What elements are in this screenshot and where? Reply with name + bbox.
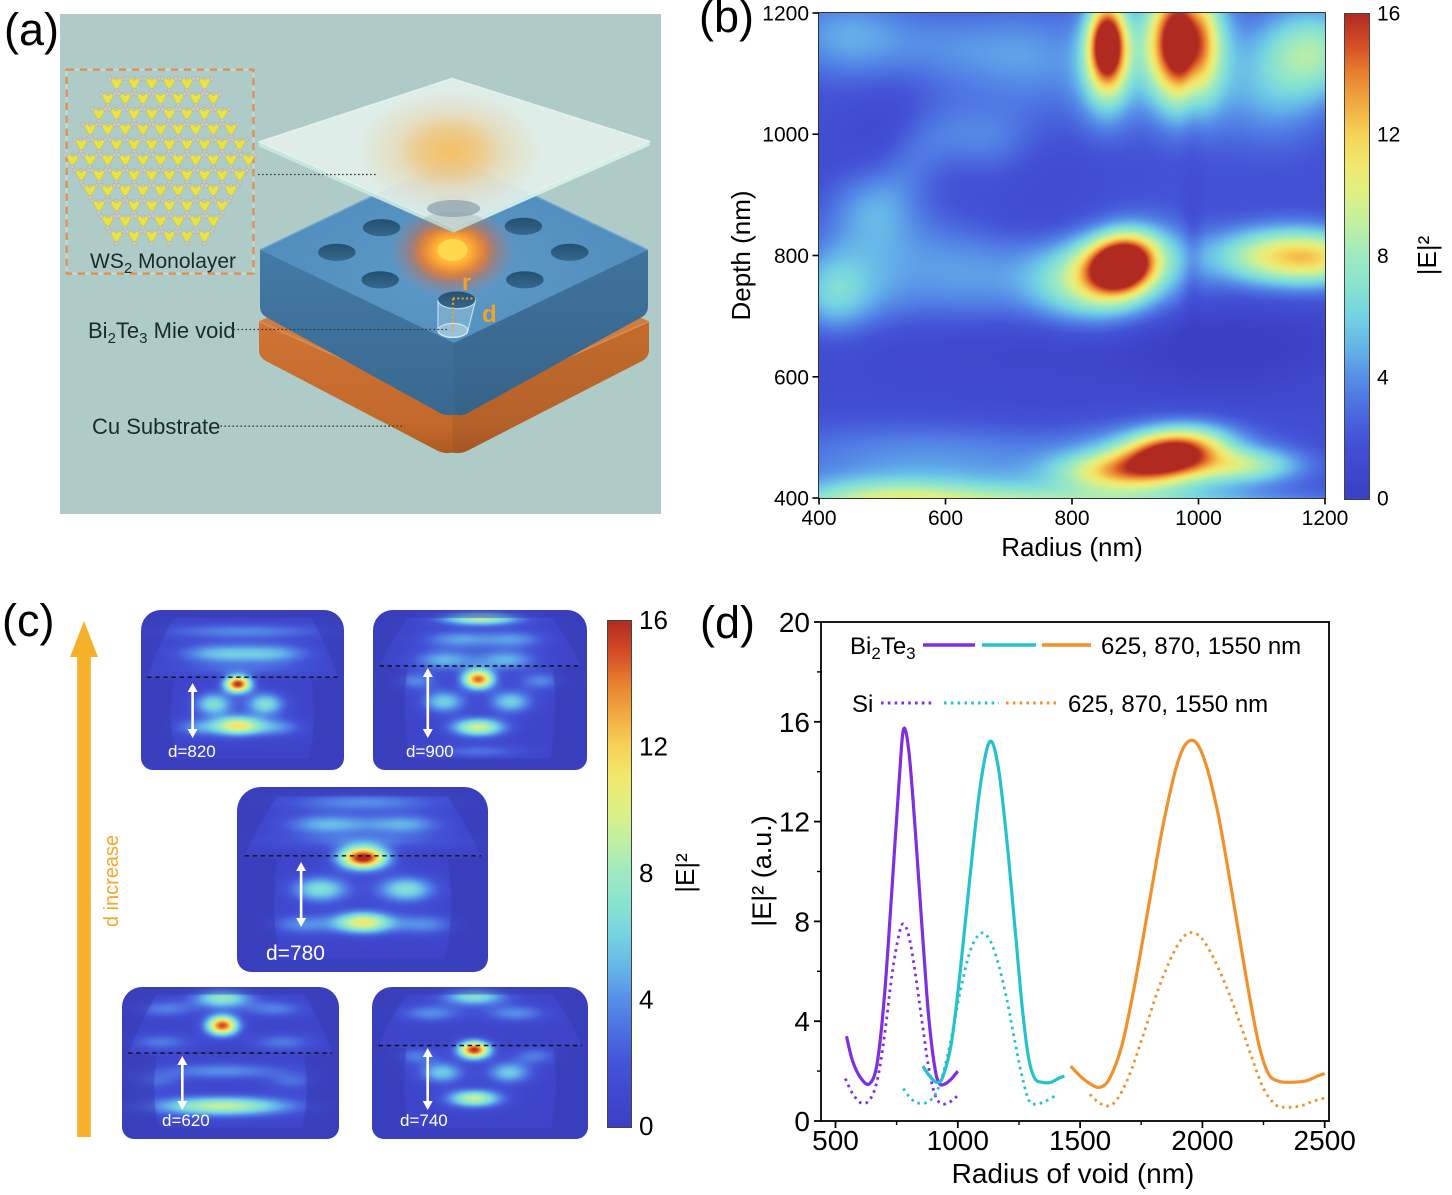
svg-text:(a): (a) [4, 4, 59, 55]
svg-text:r: r [462, 269, 471, 295]
svg-text:600: 600 [928, 507, 963, 530]
svg-text:1000: 1000 [762, 124, 809, 147]
svg-text:0: 0 [1377, 488, 1389, 511]
svg-text:8: 8 [794, 906, 810, 937]
svg-text:(c): (c) [2, 595, 54, 646]
svg-text:Cu Substrate: Cu Substrate [92, 414, 220, 439]
svg-text:2000: 2000 [1171, 1125, 1233, 1156]
svg-text:d increase: d increase [101, 835, 123, 927]
svg-text:1000: 1000 [1175, 507, 1222, 530]
svg-text:4: 4 [639, 985, 653, 1015]
svg-text:Radius (nm): Radius (nm) [1001, 532, 1143, 562]
svg-text:16: 16 [1377, 3, 1400, 26]
svg-text:0: 0 [639, 1111, 653, 1141]
svg-text:|E|² (a.u.): |E|² (a.u.) [747, 815, 777, 927]
svg-text:12: 12 [1377, 124, 1400, 147]
svg-text:Bi2Te3: Bi2Te3 [850, 633, 916, 663]
svg-text:500: 500 [812, 1125, 859, 1156]
svg-text:d=780: d=780 [266, 942, 325, 965]
svg-text:16: 16 [779, 707, 810, 738]
svg-text:800: 800 [774, 245, 809, 268]
svg-text:0: 0 [794, 1106, 810, 1137]
svg-text:Si: Si [852, 691, 873, 718]
svg-text:Depth (nm): Depth (nm) [726, 190, 756, 320]
svg-text:d=820: d=820 [168, 742, 216, 761]
svg-text:4: 4 [1377, 366, 1389, 389]
svg-text:(b): (b) [699, 0, 754, 42]
svg-text:d=900: d=900 [406, 742, 454, 761]
svg-text:800: 800 [1054, 507, 1089, 530]
svg-text:|E|²: |E|² [670, 853, 700, 893]
svg-text:d=620: d=620 [162, 1111, 210, 1130]
svg-text:(d): (d) [700, 597, 755, 648]
svg-text:8: 8 [639, 858, 653, 888]
svg-text:400: 400 [801, 507, 836, 530]
svg-text:d: d [482, 301, 497, 328]
svg-text:|E|²: |E|² [1412, 235, 1442, 275]
svg-text:d=740: d=740 [400, 1111, 448, 1130]
svg-text:8: 8 [1377, 245, 1389, 268]
svg-text:Radius of void (nm): Radius of void (nm) [952, 1158, 1195, 1189]
svg-text:12: 12 [779, 807, 810, 838]
svg-text:1000: 1000 [927, 1125, 989, 1156]
svg-text:12: 12 [639, 732, 668, 762]
svg-text:625, 870, 1550 nm: 625, 870, 1550 nm [1101, 633, 1301, 660]
svg-text:20: 20 [779, 607, 810, 638]
svg-text:16: 16 [639, 605, 668, 635]
svg-text:WS2 Monolayer: WS2 Monolayer [90, 250, 236, 277]
svg-text:1200: 1200 [1302, 507, 1349, 530]
svg-text:400: 400 [774, 488, 809, 511]
svg-text:600: 600 [774, 366, 809, 389]
svg-text:2500: 2500 [1294, 1125, 1356, 1156]
svg-text:625, 870, 1550 nm: 625, 870, 1550 nm [1068, 691, 1268, 718]
svg-text:1200: 1200 [762, 3, 809, 26]
svg-text:1500: 1500 [1049, 1125, 1111, 1156]
svg-text:4: 4 [794, 1006, 810, 1037]
